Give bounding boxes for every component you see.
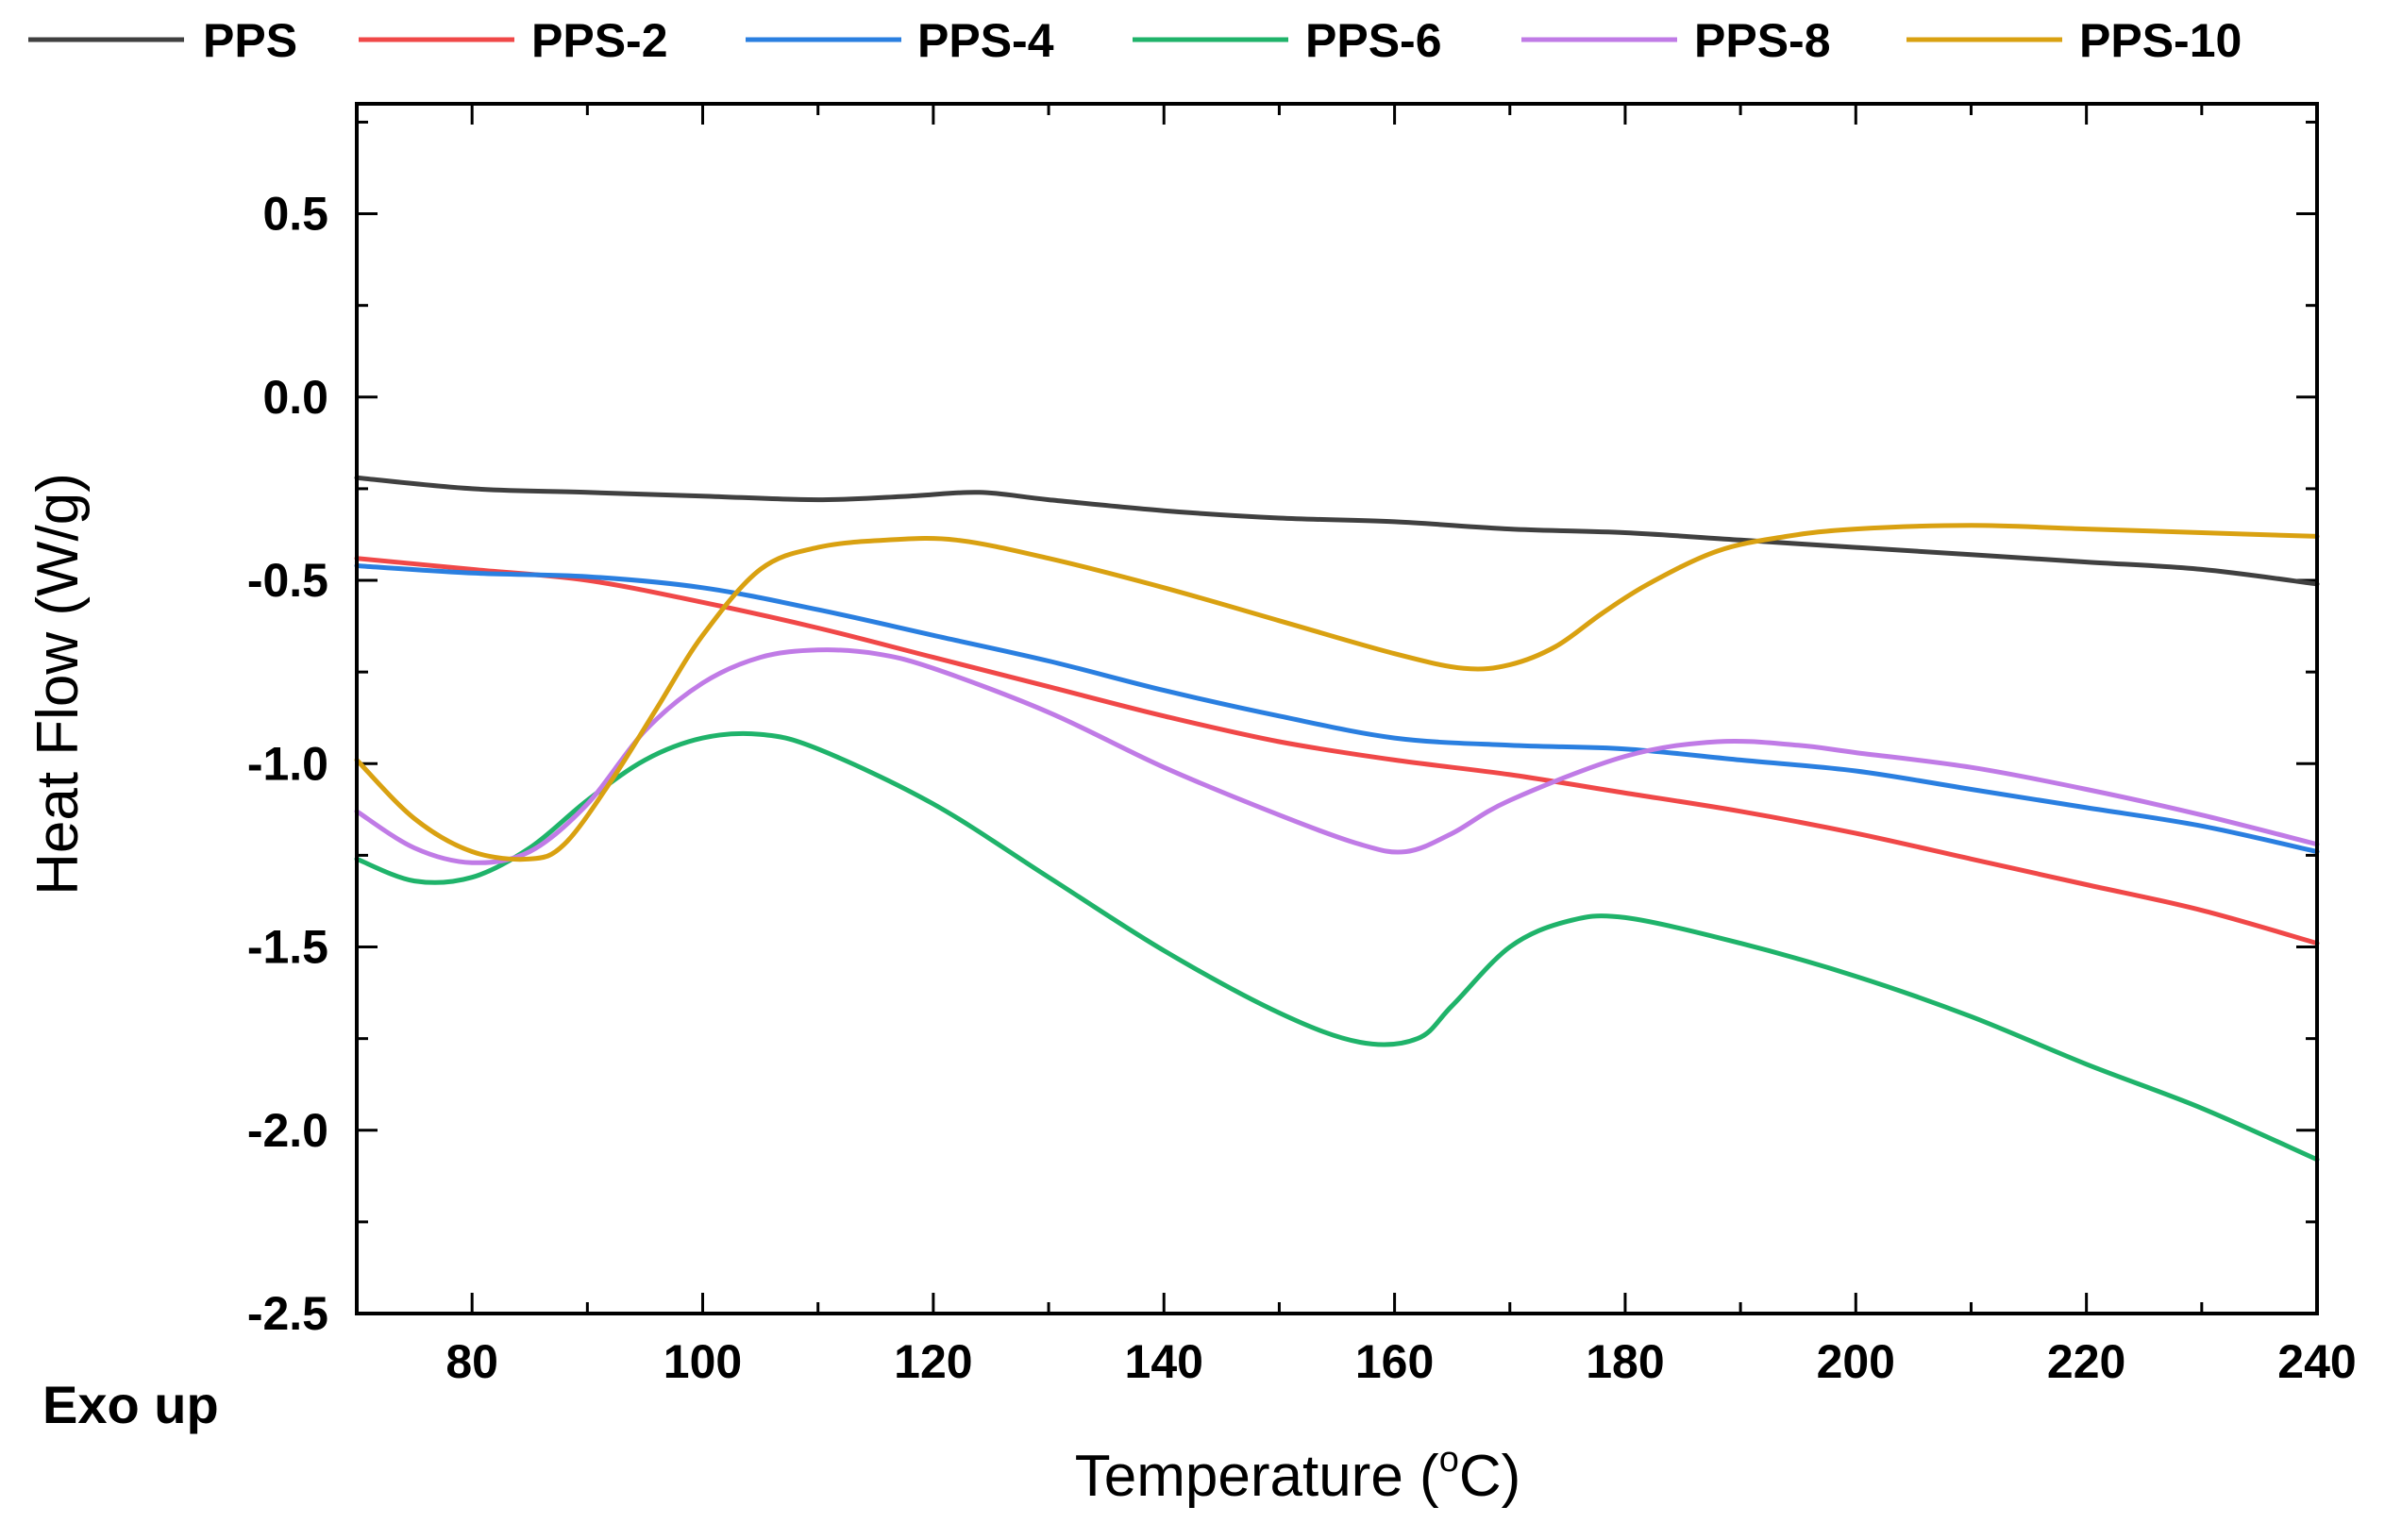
x-axis-title: Temperature (oC)	[1075, 1440, 1521, 1509]
legend-label-pps-4: PPS-4	[917, 14, 1054, 67]
y-tick-label: -1.0	[247, 737, 328, 790]
exo-up-annotation: Exo up	[42, 1375, 219, 1434]
y-tick-label: 0.5	[262, 188, 328, 241]
x-axis-title-unit: C)	[1459, 1444, 1520, 1509]
y-tick-label: -2.0	[247, 1104, 328, 1157]
x-axis-title-degree: o	[1439, 1440, 1459, 1480]
y-tick-label: -2.5	[247, 1287, 328, 1340]
series-line-pps-6	[354, 730, 2320, 1163]
series-line-pps	[354, 475, 2320, 587]
series-line-pps-4	[354, 563, 2320, 854]
x-tick-labels: 80 100 120 140 160 180 200 220 240	[445, 1335, 2356, 1388]
legend-label-pps-6: PPS-6	[1305, 14, 1442, 67]
x-tick-label: 200	[1817, 1335, 1895, 1388]
series-lines	[354, 475, 2320, 1163]
series-line-pps-8	[354, 647, 2320, 865]
y-tick-label: -1.5	[247, 921, 328, 974]
x-tick-label: 80	[445, 1335, 498, 1388]
x-tick-label: 140	[1125, 1335, 1203, 1388]
x-tick-label: 180	[1586, 1335, 1664, 1388]
plot-frame	[355, 102, 2319, 1315]
series-line-pps-2	[354, 556, 2320, 946]
x-tick-label: 160	[1355, 1335, 1434, 1388]
legend-label-pps-2: PPS-2	[531, 14, 668, 67]
x-axis-title-main: Temperature (	[1075, 1444, 1439, 1509]
x-tick-label: 120	[894, 1335, 972, 1388]
legend-label-pps-8: PPS-8	[1694, 14, 1831, 67]
series-line-pps-10	[354, 523, 2320, 862]
x-tick-label: 100	[663, 1335, 742, 1388]
legend-label-pps: PPS	[203, 14, 297, 67]
y-tick-label: -0.5	[247, 554, 328, 607]
y-axis-title: Heat Flow (W/g)	[25, 473, 91, 896]
legend: PPS PPS-2 PPS-4 PPS-6 PPS-8 PPS-10	[28, 14, 2242, 67]
legend-label-pps-10: PPS-10	[2079, 14, 2242, 67]
x-tick-label: 220	[2047, 1335, 2125, 1388]
x-tick-label: 240	[2277, 1335, 2356, 1388]
y-tick-label: 0.0	[262, 371, 328, 424]
tick-marks	[355, 104, 2319, 1315]
y-tick-labels: -2.5 -2.0 -1.5 -1.0 -0.5 0.0 0.5	[247, 188, 328, 1340]
